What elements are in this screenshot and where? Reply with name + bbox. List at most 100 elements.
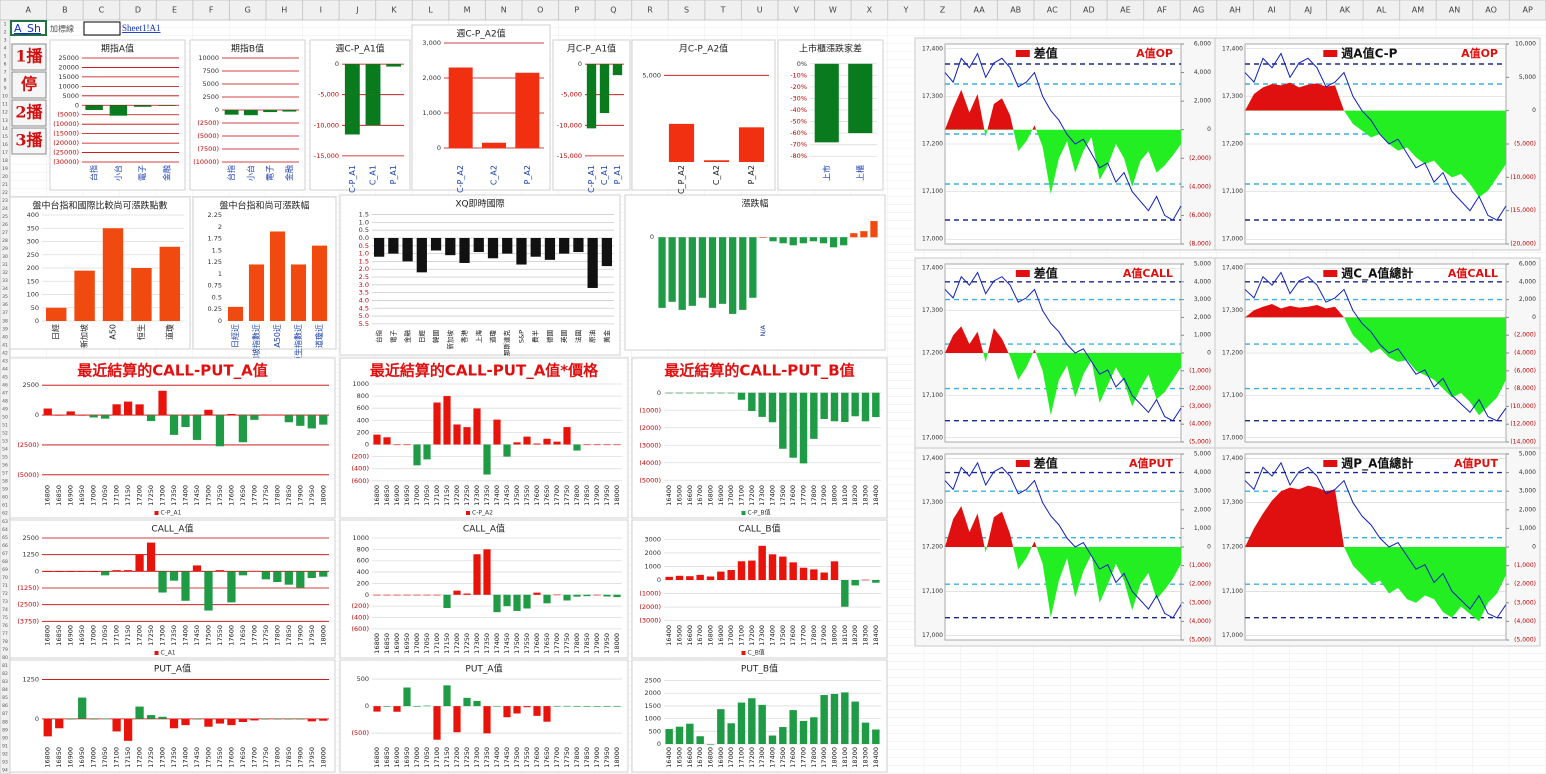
y-tick-label: (200) <box>352 602 369 610</box>
x-tick-label: C_A1 <box>600 165 609 185</box>
area <box>1245 304 1506 416</box>
bar <box>112 404 121 416</box>
y2-tick-label: 2,000 <box>1194 98 1211 105</box>
y-tick-label: 1,000 <box>422 109 441 117</box>
row-header: 46 <box>2 382 8 388</box>
y2-tick-label: (3,000) <box>1189 403 1211 410</box>
button[interactable] <box>11 71 47 99</box>
y-tick-label: 17,000 <box>1222 236 1243 243</box>
y2-tick-label: (10,000) <box>1510 174 1536 181</box>
x-tick-label: 17750 <box>563 633 571 654</box>
row-header: 10 <box>2 94 8 100</box>
x-tick-label: 17000 <box>413 747 421 768</box>
x-tick-label: 電子 <box>266 165 275 181</box>
bar <box>307 415 316 429</box>
legend-label: C-P_A1 <box>161 510 182 517</box>
row-header: 3 <box>4 38 7 44</box>
bar <box>727 392 735 394</box>
y-tick-label: (400) <box>352 614 369 622</box>
legend-label: 差值 <box>1033 46 1058 61</box>
x-tick-label: 16900 <box>67 625 75 646</box>
column-header: AJ <box>1304 6 1312 15</box>
bar <box>530 237 541 257</box>
bar <box>799 567 808 580</box>
bar <box>819 237 828 244</box>
y2-tick-label: (1,000) <box>1514 562 1536 569</box>
bar <box>759 237 767 238</box>
bar <box>373 706 381 712</box>
x-tick-label: 日經 <box>51 324 61 340</box>
bar <box>503 706 511 718</box>
x-tick-label: 17150 <box>124 747 132 768</box>
button-label[interactable]: 3播 <box>15 131 43 150</box>
bar <box>146 542 156 572</box>
cell-link[interactable]: A_Sh <box>14 22 41 35</box>
button-label[interactable]: 1播 <box>15 47 43 66</box>
column-header: T <box>720 6 726 15</box>
bar <box>238 718 248 722</box>
y-tick-label: 200 <box>27 264 39 272</box>
x-tick-label: 17000 <box>90 625 98 646</box>
bar <box>135 404 144 416</box>
column-header: J <box>355 6 358 15</box>
bar <box>749 237 757 298</box>
x-tick-label: 17600 <box>789 625 797 646</box>
legend-label: C-P_A2 <box>472 510 493 517</box>
button-label[interactable]: 2播 <box>15 103 43 122</box>
button[interactable] <box>11 43 47 71</box>
x-tick-label: 17000 <box>727 625 735 646</box>
y2-tick-label: 1,000 <box>1194 332 1211 339</box>
y-tick-label: 1 <box>218 270 222 278</box>
bar <box>544 237 556 260</box>
bar <box>296 415 305 426</box>
x-tick-label: 16800 <box>44 747 52 768</box>
column-header: AG <box>1193 6 1205 15</box>
x-tick-label: 17300 <box>159 485 167 506</box>
y-tick-label: 1.0 <box>359 250 369 258</box>
cell-link[interactable]: Sheet1!A1 <box>122 23 161 33</box>
x-tick-label: 17250 <box>463 485 471 506</box>
bar <box>872 392 880 418</box>
bar <box>841 392 849 422</box>
button-label[interactable]: 停 <box>21 75 37 94</box>
y-tick-label: 17,200 <box>1222 544 1243 551</box>
x-tick-label: P_A2 <box>747 165 756 184</box>
y-tick-label: 10000 <box>58 82 79 90</box>
bar <box>383 594 391 596</box>
row-header: 59 <box>2 487 8 493</box>
y-tick-label: 17,200 <box>1222 350 1243 357</box>
x-tick-label: 17450 <box>503 747 511 768</box>
x-tick-label: 17800 <box>810 625 818 646</box>
x-tick-label: 17000 <box>727 485 735 506</box>
chart-title: 期指A值 <box>101 43 134 55</box>
x-tick-label: 16900 <box>67 747 75 768</box>
legend-label: 差值 <box>1033 456 1058 471</box>
chart-title: CALL_B值 <box>738 523 780 535</box>
row-header: 76 <box>2 623 8 629</box>
x-tick-label: 17300 <box>159 625 167 646</box>
x-tick-label: 17650 <box>239 485 247 506</box>
y-tick-label: 0 <box>365 440 369 448</box>
chart-title: XQ即時國際 <box>455 198 504 210</box>
row-header: 26 <box>2 222 8 228</box>
row-header: 40 <box>2 334 8 340</box>
line <box>1244 271 1507 422</box>
x-tick-label: N/A <box>759 324 767 336</box>
x-tick-label: 16900 <box>393 747 401 768</box>
selected-cell[interactable] <box>10 20 47 36</box>
x-tick-label: 17900 <box>820 747 828 768</box>
button[interactable] <box>11 127 47 155</box>
x-tick-label: 17050 <box>423 747 431 768</box>
x-tick-label: 17700 <box>800 485 808 506</box>
bar <box>443 594 451 609</box>
x-tick-label: 16850 <box>383 633 391 654</box>
button[interactable] <box>11 99 47 127</box>
y2-tick-label: (10,000) <box>1510 403 1536 410</box>
bar <box>799 720 808 744</box>
y-tick-label: 600 <box>357 557 369 565</box>
y2-tick-label: (8,000) <box>1514 385 1536 392</box>
x-tick-label: 17700 <box>250 485 258 506</box>
bar <box>158 390 167 416</box>
bar <box>307 571 316 578</box>
y-tick-label: 0 <box>35 715 39 723</box>
